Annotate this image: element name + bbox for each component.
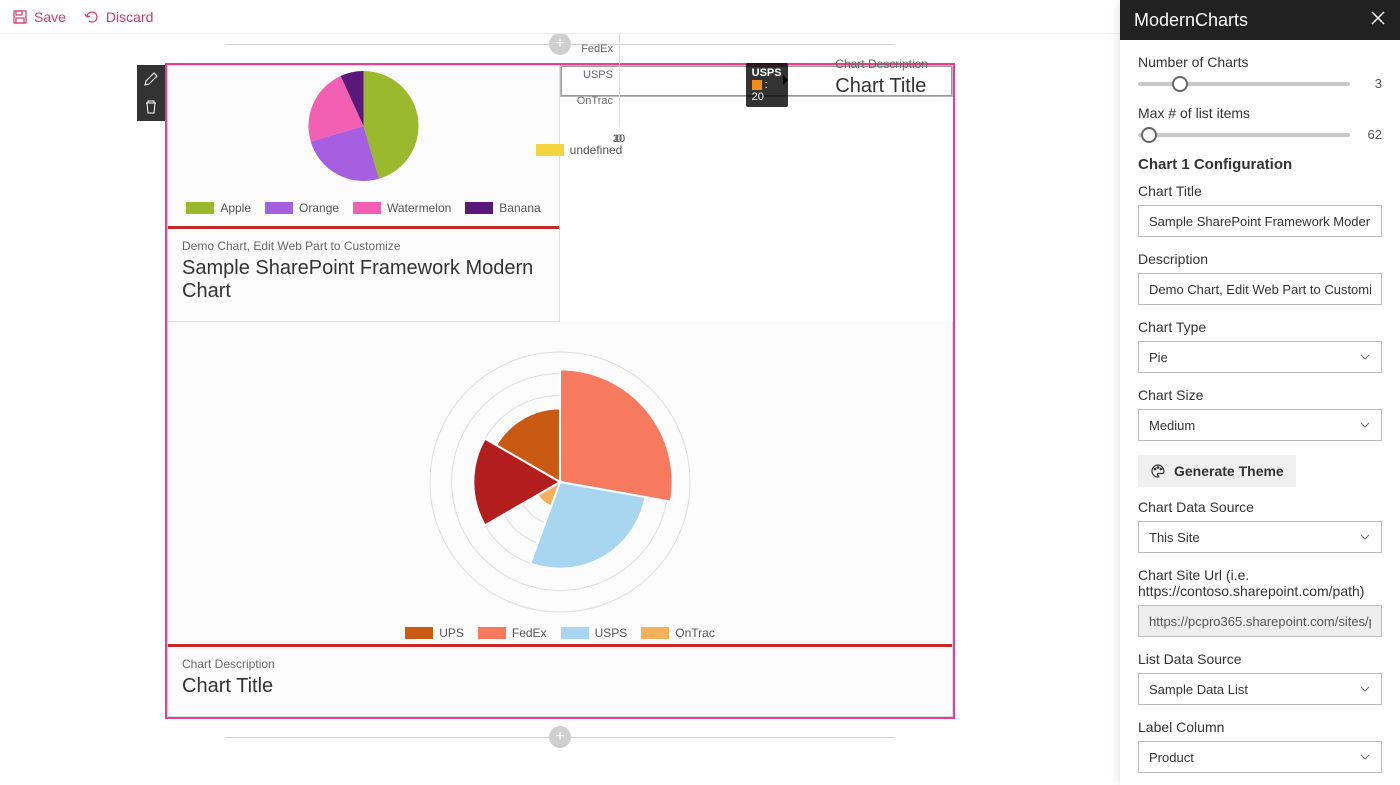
discard-label: Discard xyxy=(106,9,153,25)
chart-card-hbar: 0102030UPSFedExUSPSOnTrac USPS: 20 undef… xyxy=(560,65,953,97)
num-charts-slider[interactable] xyxy=(1138,82,1350,86)
max-items-value: 62 xyxy=(1360,127,1382,142)
num-charts-label: Number of Charts xyxy=(1138,54,1382,70)
hbar-legend-label: undefined xyxy=(570,143,623,157)
page-canvas: + AppleOrangeWatermelonBana xyxy=(0,34,1120,785)
modern-charts-webpart[interactable]: AppleOrangeWatermelonBanana Demo Chart, … xyxy=(165,63,955,719)
pencil-icon xyxy=(143,71,159,87)
delete-webpart-button[interactable] xyxy=(137,93,165,121)
chart-type-select[interactable]: Pie xyxy=(1138,341,1382,373)
pie-legend: AppleOrangeWatermelonBanana xyxy=(168,197,559,219)
close-icon xyxy=(1370,10,1386,26)
pie-chart xyxy=(168,66,559,194)
palette-icon xyxy=(1150,463,1166,479)
edit-webpart-button[interactable] xyxy=(137,65,165,93)
save-button[interactable]: Save xyxy=(12,9,66,25)
discard-button[interactable]: Discard xyxy=(84,9,153,25)
chart-type-label: Chart Type xyxy=(1138,319,1382,335)
site-url-input xyxy=(1138,605,1382,637)
panel-close-button[interactable] xyxy=(1370,10,1386,31)
polar-legend: UPSFedExUSPSOnTrac xyxy=(168,622,952,644)
pie-desc: Demo Chart, Edit Web Part to Customize xyxy=(182,239,545,253)
panel-title: ModernCharts xyxy=(1134,10,1248,31)
chart1-config-heading: Chart 1 Configuration xyxy=(1138,156,1382,173)
chart-title-label: Chart Title xyxy=(1138,183,1382,199)
add-section-bottom[interactable]: + xyxy=(549,726,571,748)
description-input[interactable] xyxy=(1138,273,1382,305)
chevron-down-icon xyxy=(1359,419,1371,431)
property-panel: ModernCharts Number of Charts 3 Max # of… xyxy=(1120,0,1400,785)
panel-header: ModernCharts xyxy=(1120,0,1400,40)
list-source-select[interactable]: Sample Data List xyxy=(1138,673,1382,705)
generate-theme-label: Generate Theme xyxy=(1174,463,1284,479)
trash-icon xyxy=(143,99,159,115)
save-icon xyxy=(12,9,28,25)
hbar-legend: undefined xyxy=(571,139,587,161)
polar-title: Chart Title xyxy=(182,675,938,698)
undo-icon xyxy=(84,9,100,25)
num-charts-value: 3 xyxy=(1360,76,1382,91)
description-label: Description xyxy=(1138,251,1382,267)
generate-theme-button[interactable]: Generate Theme xyxy=(1138,455,1296,487)
polar-desc: Chart Description xyxy=(182,657,938,671)
label-col-select[interactable]: Product xyxy=(1138,741,1382,773)
chevron-down-icon xyxy=(1359,751,1371,763)
section-divider-bottom: + xyxy=(225,737,895,738)
polar-chart: 2025 xyxy=(168,322,952,622)
hbar-title: Chart Title xyxy=(835,75,928,98)
max-items-label: Max # of list items xyxy=(1138,105,1382,121)
chart-card-polar: 2025 UPSFedExUSPSOnTrac Chart Descriptio… xyxy=(167,322,953,717)
pie-title: Sample SharePoint Framework Modern Chart xyxy=(182,257,545,303)
chart-size-select[interactable]: Medium xyxy=(1138,409,1382,441)
chart-title-input[interactable] xyxy=(1138,205,1382,237)
chevron-down-icon xyxy=(1359,351,1371,363)
chevron-down-icon xyxy=(1359,683,1371,695)
section-divider-top: + xyxy=(225,44,895,45)
site-url-label: Chart Site Url (i.e. https://contoso.sha… xyxy=(1138,567,1382,599)
max-items-slider[interactable] xyxy=(1138,133,1350,137)
data-source-label: Chart Data Source xyxy=(1138,499,1382,515)
hbar-tooltip: USPS: 20 xyxy=(746,63,788,107)
chart-size-label: Chart Size xyxy=(1138,387,1382,403)
hbar-desc: Chart Description xyxy=(835,57,928,71)
data-source-select[interactable]: This Site xyxy=(1138,521,1382,553)
chart-card-pie: AppleOrangeWatermelonBanana Demo Chart, … xyxy=(167,65,560,322)
list-source-label: List Data Source xyxy=(1138,651,1382,667)
add-section-top[interactable]: + xyxy=(549,34,571,55)
save-label: Save xyxy=(34,9,66,25)
webpart-toolbar xyxy=(137,65,165,121)
polar-chart-area: 2025 xyxy=(168,322,952,622)
chevron-down-icon xyxy=(1359,531,1371,543)
label-col-label: Label Column xyxy=(1138,719,1382,735)
